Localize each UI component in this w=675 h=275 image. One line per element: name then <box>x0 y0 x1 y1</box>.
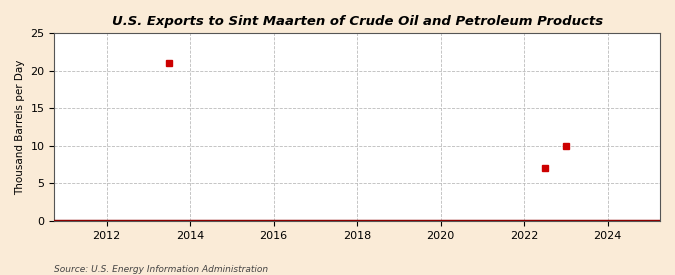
Title: U.S. Exports to Sint Maarten of Crude Oil and Petroleum Products: U.S. Exports to Sint Maarten of Crude Oi… <box>111 15 603 28</box>
Y-axis label: Thousand Barrels per Day: Thousand Barrels per Day <box>15 59 25 195</box>
Text: Source: U.S. Energy Information Administration: Source: U.S. Energy Information Administ… <box>54 265 268 274</box>
